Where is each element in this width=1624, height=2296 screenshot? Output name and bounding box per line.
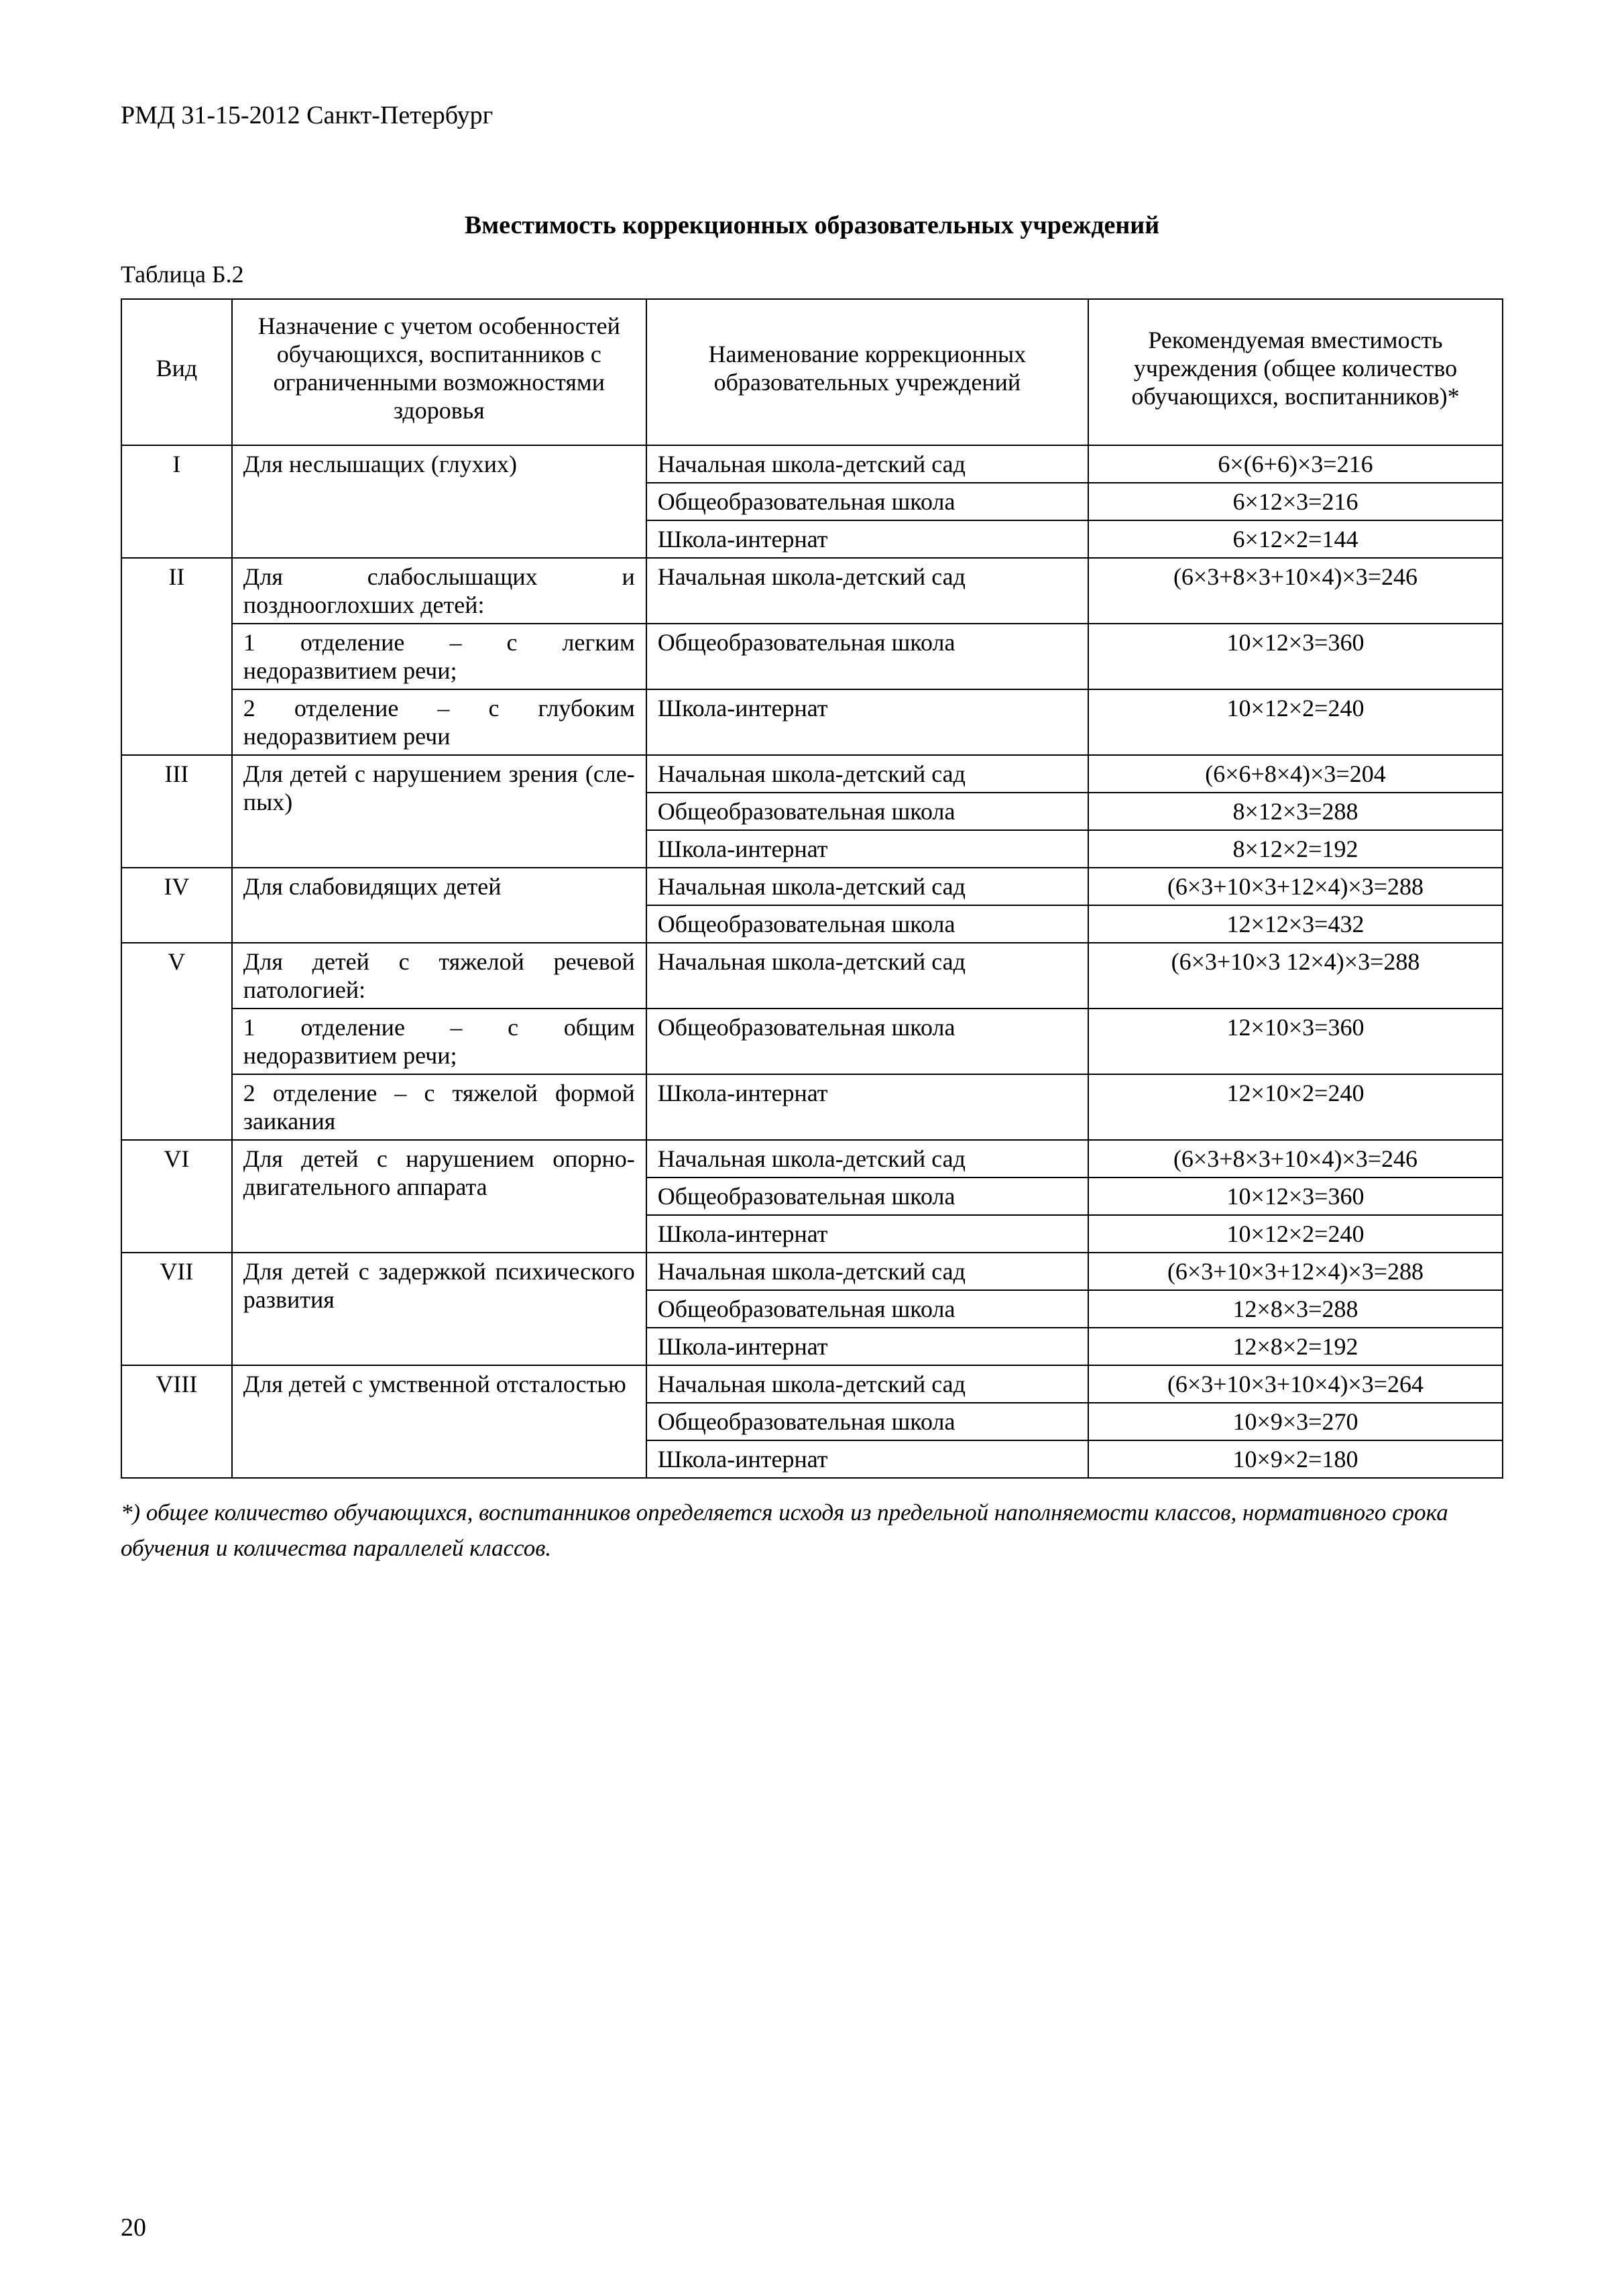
table-row: VIIДля детей с задержкой психического ра… xyxy=(121,1253,1503,1290)
cell-institution-name: Школа-интернат xyxy=(646,1074,1088,1140)
cell-capacity: 10×12×3=360 xyxy=(1088,1178,1503,1215)
footnote: *) общее количество обучающихся, воспита… xyxy=(121,1495,1503,1566)
doc-header: РМД 31-15-2012 Санкт-Петербург xyxy=(121,101,1503,130)
cell-capacity: (6×3+8×3+10×4)×3=246 xyxy=(1088,558,1503,624)
cell-capacity: (6×3+10×3+12×4)×3=288 xyxy=(1088,868,1503,905)
cell-vid: IV xyxy=(121,868,232,943)
cell-purpose: Для детей с задержкой психического разви… xyxy=(232,1253,646,1365)
col-header-name: Наименование коррекционных образовательн… xyxy=(646,299,1088,445)
cell-vid: VI xyxy=(121,1140,232,1253)
cell-capacity: 12×10×3=360 xyxy=(1088,1009,1503,1074)
cell-institution-name: Школа-интернат xyxy=(646,830,1088,868)
cell-institution-name: Общеобразовательная школа xyxy=(646,1403,1088,1440)
cell-institution-name: Начальная школа-детский сад xyxy=(646,445,1088,483)
cell-capacity: 12×8×2=192 xyxy=(1088,1328,1503,1365)
cell-capacity: 10×12×3=360 xyxy=(1088,624,1503,689)
page-title: Вместимость коррекционных образовательны… xyxy=(121,211,1503,240)
table-row: 1 отделение – с общим недоразвитием речи… xyxy=(121,1009,1503,1074)
cell-institution-name: Начальная школа-детский сад xyxy=(646,868,1088,905)
cell-institution-name: Общеобразовательная школа xyxy=(646,483,1088,520)
cell-institution-name: Начальная школа-детский сад xyxy=(646,558,1088,624)
cell-capacity: 10×9×3=270 xyxy=(1088,1403,1503,1440)
cell-capacity: (6×3+8×3+10×4)×3=246 xyxy=(1088,1140,1503,1178)
cell-capacity: 12×8×3=288 xyxy=(1088,1290,1503,1328)
cell-institution-name: Общеобразовательная школа xyxy=(646,1290,1088,1328)
table-row: VIIIДля детей с умственной отсталостьюНа… xyxy=(121,1365,1503,1403)
cell-purpose: Для детей с нарушением зрения (сле­пых) xyxy=(232,755,646,868)
cell-purpose: 1 отделение – с общим недоразвитием речи… xyxy=(232,1009,646,1074)
table-row: IVДля слабовидящих детейНачальная школа-… xyxy=(121,868,1503,905)
cell-purpose: 1 отделение – с легким недоразвитием реч… xyxy=(232,624,646,689)
cell-purpose: Для детей с умственной отсталостью xyxy=(232,1365,646,1478)
cell-institution-name: Начальная школа-детский сад xyxy=(646,755,1088,793)
cell-purpose: Для детей с нарушением опорно-двигательн… xyxy=(232,1140,646,1253)
cell-institution-name: Общеобразовательная школа xyxy=(646,793,1088,830)
cell-purpose: Для неслышащих (глухих) xyxy=(232,445,646,558)
cell-institution-name: Общеобразовательная школа xyxy=(646,1178,1088,1215)
cell-capacity: 6×12×3=216 xyxy=(1088,483,1503,520)
cell-vid: III xyxy=(121,755,232,868)
cell-capacity: 8×12×3=288 xyxy=(1088,793,1503,830)
cell-institution-name: Школа-интернат xyxy=(646,1215,1088,1253)
cell-capacity: 12×10×2=240 xyxy=(1088,1074,1503,1140)
cell-institution-name: Начальная школа-детский сад xyxy=(646,1365,1088,1403)
cell-purpose: Для слабослышащих и позднооглохших детей… xyxy=(232,558,646,624)
cell-institution-name: Начальная школа-детский сад xyxy=(646,943,1088,1009)
table-label: Таблица Б.2 xyxy=(121,260,1503,288)
table-row: 2 отделение – с тяжелой формой заиканияШ… xyxy=(121,1074,1503,1140)
cell-capacity: (6×3+10×3+12×4)×3=288 xyxy=(1088,1253,1503,1290)
cell-capacity: (6×3+10×3+10×4)×3=264 xyxy=(1088,1365,1503,1403)
page-number: 20 xyxy=(121,2213,146,2242)
col-header-purpose: Назначение с учетом особенностей обучающ… xyxy=(232,299,646,445)
capacity-table: Вид Назначение с учетом особенностей обу… xyxy=(121,298,1503,1479)
cell-vid: VII xyxy=(121,1253,232,1365)
cell-capacity: (6×3+10×3 12×4)×3=288 xyxy=(1088,943,1503,1009)
table-row: IIIДля детей с нарушением зрения (сле­пы… xyxy=(121,755,1503,793)
table-row: VДля детей с тяжелой ре­чевой патологией… xyxy=(121,943,1503,1009)
table-row: VIДля детей с нарушением опорно-двигател… xyxy=(121,1140,1503,1178)
cell-institution-name: Школа-интернат xyxy=(646,689,1088,755)
cell-capacity: 12×12×3=432 xyxy=(1088,905,1503,943)
table-row: IДля неслышащих (глухих)Начальная школа-… xyxy=(121,445,1503,483)
table-row: 2 отделение – с глубоким недоразвитием р… xyxy=(121,689,1503,755)
cell-institution-name: Начальная школа-детский сад xyxy=(646,1253,1088,1290)
cell-vid: II xyxy=(121,558,232,755)
cell-purpose: 2 отделение – с тяжелой формой заикания xyxy=(232,1074,646,1140)
table-row: IIДля слабослышащих и позднооглохших дет… xyxy=(121,558,1503,624)
cell-institution-name: Школа-интернат xyxy=(646,1440,1088,1478)
cell-capacity: 6×12×2=144 xyxy=(1088,520,1503,558)
cell-capacity: 10×12×2=240 xyxy=(1088,689,1503,755)
cell-institution-name: Общеобразовательная школа xyxy=(646,1009,1088,1074)
cell-vid: V xyxy=(121,943,232,1140)
cell-capacity: 10×12×2=240 xyxy=(1088,1215,1503,1253)
table-header-row: Вид Назначение с учетом особенностей обу… xyxy=(121,299,1503,445)
col-header-cap: Рекомендуемая вместимость учреждения (об… xyxy=(1088,299,1503,445)
cell-institution-name: Школа-интернат xyxy=(646,1328,1088,1365)
cell-institution-name: Общеобразовательная школа xyxy=(646,905,1088,943)
cell-purpose: Для слабовидящих детей xyxy=(232,868,646,943)
cell-capacity: 8×12×2=192 xyxy=(1088,830,1503,868)
cell-institution-name: Общеобразовательная школа xyxy=(646,624,1088,689)
cell-vid: VIII xyxy=(121,1365,232,1478)
cell-purpose: 2 отделение – с глубоким недоразвитием р… xyxy=(232,689,646,755)
cell-vid: I xyxy=(121,445,232,558)
cell-institution-name: Школа-интернат xyxy=(646,520,1088,558)
cell-capacity: (6×6+8×4)×3=204 xyxy=(1088,755,1503,793)
cell-institution-name: Начальная школа-детский сад xyxy=(646,1140,1088,1178)
col-header-vid: Вид xyxy=(121,299,232,445)
table-row: 1 отделение – с легким недоразвитием реч… xyxy=(121,624,1503,689)
cell-capacity: 6×(6+6)×3=216 xyxy=(1088,445,1503,483)
cell-capacity: 10×9×2=180 xyxy=(1088,1440,1503,1478)
cell-purpose: Для детей с тяжелой ре­чевой патологией: xyxy=(232,943,646,1009)
